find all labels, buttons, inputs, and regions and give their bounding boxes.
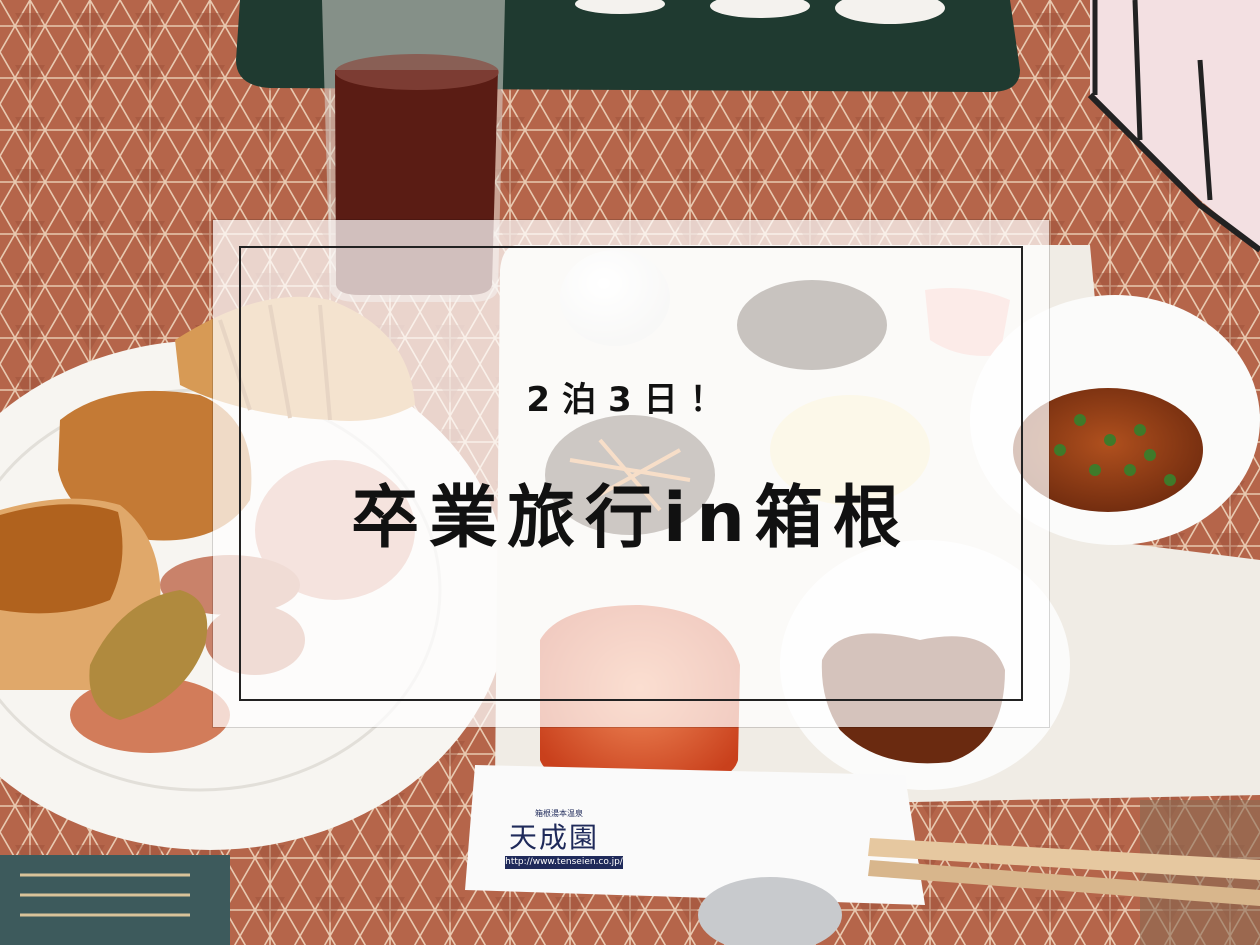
menu-stand <box>1090 0 1260 250</box>
napkin-logo: 箱根湯本温泉 天成園 http://www.tenseien.co.jp/ <box>505 808 630 870</box>
title-overlay <box>213 220 1049 727</box>
back-dish <box>835 0 945 24</box>
napkin <box>465 765 925 905</box>
napkin-brand: 天成園 <box>509 821 600 854</box>
napkin-url: http://www.tenseien.co.jp/ <box>505 856 623 869</box>
soup <box>1013 388 1203 512</box>
grainy-mustard <box>89 590 208 720</box>
rug-pattern <box>20 873 190 917</box>
overlay-subtitle: 2泊3日！ <box>526 380 736 420</box>
menu-stand-frame <box>1087 92 1260 253</box>
back-dish <box>575 0 665 14</box>
floor-rug <box>0 855 230 945</box>
bread-roll-crust <box>0 504 123 614</box>
tea-surface <box>335 54 499 90</box>
chopsticks <box>868 860 1260 906</box>
green-onion <box>1054 414 1176 486</box>
title-frame <box>239 246 1023 701</box>
spoon <box>698 877 842 945</box>
overlay-title: 卒業旅行in箱根 <box>351 479 911 558</box>
napkin-tagline: 箱根湯本温泉 <box>535 809 583 818</box>
back-dish <box>710 0 810 18</box>
menu-stand-frame <box>1092 0 1213 201</box>
chopsticks <box>868 838 1260 880</box>
